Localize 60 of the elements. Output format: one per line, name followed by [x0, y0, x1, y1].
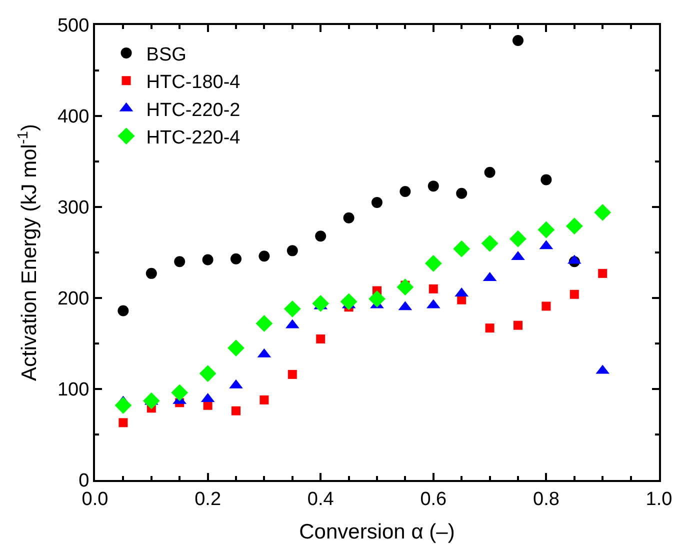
point: [540, 174, 552, 186]
point: [258, 250, 270, 262]
y-tick-label: 400: [57, 106, 90, 128]
point: [514, 320, 522, 330]
point: [146, 268, 157, 279]
y-tick-label: 300: [57, 198, 90, 219]
point: [340, 293, 358, 310]
point: [400, 186, 411, 198]
x-tick-label: 0.2: [194, 488, 222, 510]
point: [286, 245, 298, 256]
point: [114, 396, 132, 414]
point: [481, 234, 498, 252]
legend-label: BSG: [146, 44, 186, 66]
y-tick-label: 500: [57, 16, 90, 37]
point: [316, 334, 326, 344]
point: [566, 218, 583, 235]
legend-label: HTC-220-2: [146, 100, 240, 121]
point: [284, 300, 301, 318]
point: [312, 295, 330, 312]
point: [142, 392, 160, 410]
x-tick-label: 0.4: [307, 488, 334, 510]
point: [484, 166, 496, 178]
point: [315, 230, 326, 242]
x-axis-title: Conversion α (–): [299, 520, 455, 544]
point: [368, 290, 386, 308]
point: [594, 204, 612, 221]
point: [456, 188, 468, 199]
point: [570, 290, 579, 299]
point: [174, 256, 186, 268]
point: [202, 254, 214, 266]
point: [118, 418, 128, 428]
point: [372, 196, 382, 208]
point: [260, 395, 269, 404]
x-tick-label: 0.6: [420, 488, 447, 510]
point: [228, 340, 244, 356]
point: [542, 302, 551, 311]
point: [598, 268, 608, 278]
y-tick-label: 200: [57, 288, 90, 310]
point: [230, 253, 242, 264]
legend-label: HTC-220-4: [146, 127, 241, 148]
point: [428, 180, 439, 192]
point: [424, 254, 442, 272]
y-tick-label: 100: [57, 380, 90, 401]
x-tick-label: 0.8: [532, 488, 560, 510]
point: [512, 34, 524, 46]
point: [485, 324, 494, 333]
legend-label: HTC-180-4: [146, 72, 241, 94]
x-tick-label: 1.0: [646, 488, 672, 510]
point: [428, 284, 438, 294]
point: [256, 315, 273, 332]
point: [288, 370, 297, 379]
point: [118, 305, 129, 316]
point: [199, 365, 216, 382]
point: [232, 406, 240, 416]
point: [396, 278, 414, 296]
point: [538, 221, 555, 238]
point: [510, 230, 526, 248]
point: [453, 240, 470, 258]
point: [171, 384, 188, 402]
point: [343, 212, 354, 224]
